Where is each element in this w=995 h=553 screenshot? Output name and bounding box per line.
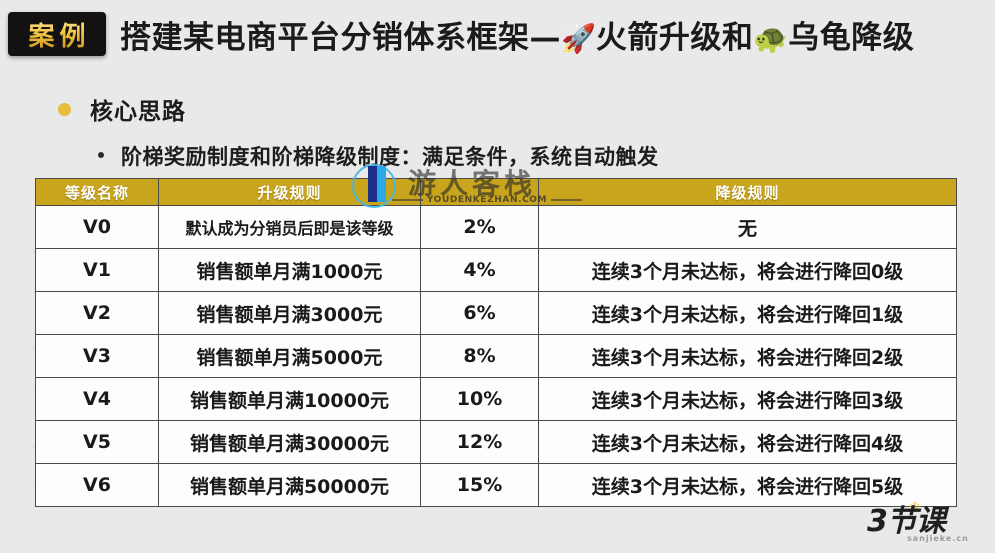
turtle-icon: 🐢 <box>753 21 789 55</box>
cell-upgrade-rule: 销售额单月满1000元 <box>158 248 421 292</box>
cell-downgrade-rule: 连续3个月未达标，将会进行降回4级 <box>538 420 957 464</box>
crown-icon: ♔ <box>909 500 921 515</box>
page-title: 搭建某电商平台分销体系框架—🚀火箭升级和🐢乌龟降级 <box>120 12 914 57</box>
table-head: 等级名称 升级规则 降级规则 <box>35 178 957 206</box>
case-badge: 案例 <box>8 12 106 56</box>
cell-level: V1 <box>35 248 159 292</box>
table-row: V5 销售额单月满30000元 12% 连续3个月未达标，将会进行降回4级 <box>35 420 957 464</box>
cell-percent: 12% <box>420 420 539 464</box>
brand-logo: ♔ 3节课 sanjieke.cn <box>861 501 979 547</box>
column-header-downgrade: 降级规则 <box>538 178 957 206</box>
cell-upgrade-rule: 销售额单月满50000元 <box>158 463 421 507</box>
table-body: V0 默认成为分销员后即是该等级 2% 无 V1 销售额单月满1000元 4% … <box>35 205 957 507</box>
title-prefix: 搭建某电商平台分销体系框架— <box>120 19 561 56</box>
table-row: V2 销售额单月满3000元 6% 连续3个月未达标，将会进行降回1级 <box>35 291 957 335</box>
cell-percent: 4% <box>420 248 539 292</box>
table-row: V3 销售额单月满5000元 8% 连续3个月未达标，将会进行降回2级 <box>35 334 957 378</box>
cell-upgrade-rule: 默认成为分销员后即是该等级 <box>158 205 421 249</box>
grade-table-wrapper: 等级名称 升级规则 降级规则 V0 默认成为分销员后即是该等级 2% 无 V1 … <box>35 178 957 507</box>
table-header-row: 等级名称 升级规则 降级规则 <box>35 178 957 206</box>
title-bar: 案例 搭建某电商平台分销体系框架—🚀火箭升级和🐢乌龟降级 <box>0 8 995 60</box>
cell-upgrade-rule: 销售额单月满10000元 <box>158 377 421 421</box>
cell-downgrade-rule: 连续3个月未达标，将会进行降回0级 <box>538 248 957 292</box>
cell-downgrade-rule: 连续3个月未达标，将会进行降回1级 <box>538 291 957 335</box>
cell-upgrade-rule: 销售额单月满3000元 <box>158 291 421 335</box>
table-row: V0 默认成为分销员后即是该等级 2% 无 <box>35 205 957 249</box>
cell-percent: 15% <box>420 463 539 507</box>
rocket-icon: 🚀 <box>561 21 596 55</box>
bullet-level1-label: 核心思路 <box>90 99 186 125</box>
cell-downgrade-rule: 连续3个月未达标，将会进行降回3级 <box>538 377 957 421</box>
cell-downgrade-rule: 连续3个月未达标，将会进行降回2级 <box>538 334 957 378</box>
cell-level: V6 <box>35 463 159 507</box>
cell-percent: 6% <box>420 291 539 335</box>
column-header-percent <box>420 178 539 206</box>
bullet-level1: 核心思路 <box>58 92 186 126</box>
title-suffix: 乌龟降级 <box>788 19 915 56</box>
cell-percent: 10% <box>420 377 539 421</box>
cell-percent: 8% <box>420 334 539 378</box>
brand-domain: sanjieke.cn <box>907 534 969 543</box>
cell-upgrade-rule: 销售额单月满5000元 <box>158 334 421 378</box>
table-row: V1 销售额单月满1000元 4% 连续3个月未达标，将会进行降回0级 <box>35 248 957 292</box>
cell-percent: 2% <box>420 205 539 249</box>
title-mid: 火箭升级和 <box>595 19 754 56</box>
cell-level: V3 <box>35 334 159 378</box>
column-header-upgrade: 升级规则 <box>158 178 421 206</box>
column-header-level: 等级名称 <box>35 178 159 206</box>
bullet-level2: 阶梯奖励制度和阶梯降级制度：满足条件，系统自动触发 <box>98 141 659 171</box>
grade-table: 等级名称 升级规则 降级规则 V0 默认成为分销员后即是该等级 2% 无 V1 … <box>35 178 957 507</box>
cell-downgrade-rule: 无 <box>538 205 957 249</box>
cell-level: V2 <box>35 291 159 335</box>
bullet-dot-icon <box>58 102 71 116</box>
cell-upgrade-rule: 销售额单月满30000元 <box>158 420 421 464</box>
table-row: V4 销售额单月满10000元 10% 连续3个月未达标，将会进行降回3级 <box>35 377 957 421</box>
table-row: V6 销售额单月满50000元 15% 连续3个月未达标，将会进行降回5级 <box>35 463 957 507</box>
brand-name: 3节课 <box>867 504 946 539</box>
case-badge-label: 案例 <box>23 16 90 53</box>
cell-level: V5 <box>35 420 159 464</box>
bullet-level2-label: 阶梯奖励制度和阶梯降级制度：满足条件，系统自动触发 <box>121 145 659 169</box>
cell-level: V0 <box>35 205 159 249</box>
bullet-subdot-icon <box>98 152 104 158</box>
cell-downgrade-rule: 连续3个月未达标，将会进行降回5级 <box>538 463 957 507</box>
cell-level: V4 <box>35 377 159 421</box>
